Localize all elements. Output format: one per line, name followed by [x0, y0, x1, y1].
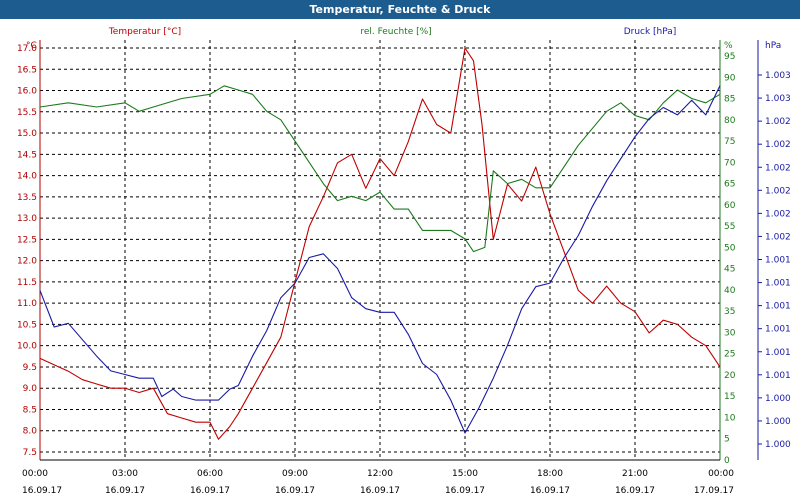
- y-tick-temperature: 8.0: [23, 427, 38, 437]
- y-tick-humidity: 10: [724, 413, 736, 423]
- y-tick-pressure: 1.002: [765, 140, 791, 150]
- y-tick-humidity: 95: [724, 52, 735, 62]
- x-tick-time: 18:00: [537, 469, 563, 479]
- y-tick-humidity: 80: [724, 116, 736, 126]
- y-tick-temperature: 7.5: [23, 448, 37, 458]
- y-tick-temperature: 13.0: [17, 214, 37, 224]
- y-tick-pressure: 1.002: [765, 232, 791, 242]
- y-tick-humidity: 50: [724, 243, 736, 253]
- x-tick-time: 06:00: [197, 469, 223, 479]
- axis-lines: [39, 40, 762, 461]
- y-tick-humidity: 20: [724, 371, 736, 381]
- series-header-3: Druck [hPa]: [624, 27, 677, 37]
- y-tick-humidity: 85: [724, 95, 735, 105]
- y-tick-pressure: 1.001: [765, 325, 791, 335]
- y-tick-temperature: 15.0: [17, 129, 37, 139]
- y-tick-temperature: 17.0: [17, 44, 37, 54]
- x-tick-date: 16.09.17: [615, 486, 655, 496]
- y-tick-humidity: 75: [724, 137, 735, 147]
- y-tick-temperature: 11.5: [17, 278, 37, 288]
- y-tick-humidity: 90: [724, 73, 736, 83]
- y-tick-humidity: 30: [724, 328, 736, 338]
- y-tick-pressure: 1.002: [765, 186, 791, 196]
- y-tick-humidity: 70: [724, 158, 736, 168]
- y-tick-humidity: 15: [724, 392, 735, 402]
- series-line-2: [39, 85, 721, 253]
- y-tick-humidity: 55: [724, 222, 735, 232]
- y-tick-pressure: 1.002: [765, 163, 791, 173]
- y-tick-humidity: 60: [724, 201, 736, 211]
- y-tick-temperature: 13.5: [17, 193, 37, 203]
- y-tick-temperature: 16.5: [17, 65, 37, 75]
- x-tick-date: 16.09.17: [360, 486, 400, 496]
- series-line-1: [39, 47, 721, 440]
- y-tick-temperature: 11.0: [17, 299, 37, 309]
- x-tick-time: 00:00: [708, 469, 734, 479]
- y-tick-pressure: 1.003: [765, 94, 791, 104]
- y-tick-humidity: 65: [724, 180, 735, 190]
- y-tick-pressure: 1.000: [765, 440, 791, 450]
- x-tick-date: 16.09.17: [190, 486, 230, 496]
- series-header-2: rel. Feuchte [%]: [360, 27, 431, 37]
- unit-label-pressure: hPa: [765, 41, 781, 51]
- series-header-1: Temperatur [°C]: [108, 27, 181, 37]
- unit-label-humidity: %: [724, 41, 733, 51]
- y-tick-temperature: 10.0: [17, 342, 37, 352]
- y-tick-temperature: 12.5: [17, 235, 37, 245]
- y-tick-humidity: 0: [724, 456, 730, 466]
- x-tick-time: 12:00: [367, 469, 393, 479]
- y-tick-humidity: 5: [724, 435, 730, 445]
- x-tick-time: 21:00: [622, 469, 648, 479]
- y-tick-temperature: 9.0: [23, 384, 38, 394]
- series-line-3: [39, 85, 721, 434]
- x-tick-date: 16.09.17: [445, 486, 485, 496]
- y-tick-humidity: 40: [724, 286, 736, 296]
- axis-labels: 00:00 16.09.17 03:00 16.09.17 06:00 16.09.17 0…: [17, 27, 791, 496]
- y-tick-temperature: 14.5: [17, 150, 37, 160]
- y-tick-pressure: 1.001: [765, 256, 791, 266]
- y-tick-pressure: 1.001: [765, 302, 791, 312]
- y-tick-temperature: 14.0: [17, 172, 37, 182]
- y-tick-pressure: 1.001: [765, 348, 791, 358]
- y-tick-pressure: 1.000: [765, 394, 791, 404]
- y-tick-pressure: 1.001: [765, 279, 791, 289]
- y-tick-pressure: 1.000: [765, 417, 791, 427]
- y-tick-temperature: 12.0: [17, 257, 37, 267]
- chart-title: Temperatur, Feuchte & Druck: [0, 0, 800, 19]
- series-group: [39, 47, 721, 440]
- y-tick-humidity: 35: [724, 307, 735, 317]
- x-tick-time: 15:00: [452, 469, 478, 479]
- grid-lines: [40, 40, 720, 460]
- x-tick-time: 03:00: [112, 469, 138, 479]
- x-tick-date: 16.09.17: [275, 486, 315, 496]
- y-tick-humidity: 45: [724, 265, 735, 275]
- x-tick-time: 09:00: [282, 469, 308, 479]
- unit-label-temperature: °C: [26, 41, 37, 51]
- y-tick-temperature: 8.5: [23, 405, 37, 415]
- x-tick-date: 16.09.17: [530, 486, 570, 496]
- x-tick-date: 16.09.17: [22, 486, 62, 496]
- y-tick-pressure: 1.001: [765, 371, 791, 381]
- y-tick-pressure: 1.002: [765, 209, 791, 219]
- y-tick-pressure: 1.002: [765, 117, 791, 127]
- y-tick-pressure: 1.003: [765, 71, 791, 81]
- x-tick-time: 00:00: [22, 469, 48, 479]
- y-tick-humidity: 25: [724, 350, 735, 360]
- y-tick-temperature: 15.5: [17, 108, 37, 118]
- x-tick-date: 16.09.17: [105, 486, 145, 496]
- x-tick-date: 17.09.17: [694, 486, 734, 496]
- y-tick-temperature: 10.5: [17, 320, 37, 330]
- y-tick-temperature: 9.5: [23, 363, 37, 373]
- y-tick-temperature: 16.0: [17, 87, 37, 97]
